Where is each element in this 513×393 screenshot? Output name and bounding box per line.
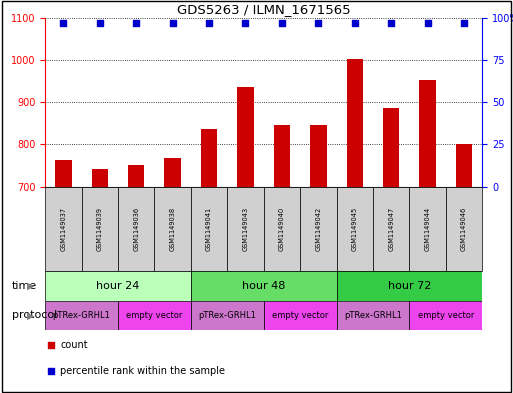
Point: [423, 20, 431, 26]
Point: [278, 20, 286, 26]
Text: empty vector: empty vector: [126, 311, 183, 320]
Bar: [128, 165, 144, 187]
Bar: [201, 129, 217, 187]
Text: ▶: ▶: [27, 310, 34, 320]
Text: GSM1149046: GSM1149046: [461, 207, 467, 251]
Bar: [310, 125, 326, 187]
Text: GSM1149041: GSM1149041: [206, 207, 212, 251]
Bar: [238, 87, 253, 187]
Bar: [45, 271, 191, 301]
Bar: [383, 108, 399, 187]
Point: [350, 20, 359, 26]
Text: GSM1149042: GSM1149042: [315, 207, 321, 251]
Bar: [92, 169, 108, 187]
Point: [241, 20, 249, 26]
Text: GSM1149045: GSM1149045: [352, 207, 358, 251]
Bar: [227, 187, 264, 271]
Bar: [45, 301, 118, 330]
Text: time: time: [12, 281, 37, 291]
Point: [460, 20, 468, 26]
Text: pTRex-GRHL1: pTRex-GRHL1: [53, 311, 110, 320]
Bar: [337, 187, 373, 271]
Bar: [409, 301, 482, 330]
Bar: [165, 158, 181, 187]
Text: GSM1149047: GSM1149047: [388, 207, 394, 251]
Point: [47, 368, 55, 375]
Bar: [347, 59, 363, 187]
Text: empty vector: empty vector: [272, 311, 328, 320]
Bar: [337, 271, 482, 301]
Text: pTRex-GRHL1: pTRex-GRHL1: [199, 311, 256, 320]
Title: GDS5263 / ILMN_1671565: GDS5263 / ILMN_1671565: [177, 4, 350, 17]
Point: [314, 20, 322, 26]
Text: GSM1149040: GSM1149040: [279, 207, 285, 251]
Text: hour 48: hour 48: [242, 281, 285, 291]
Text: GSM1149044: GSM1149044: [425, 207, 430, 251]
Bar: [45, 187, 82, 271]
Bar: [409, 187, 446, 271]
Text: GSM1149038: GSM1149038: [170, 207, 175, 251]
Text: count: count: [61, 340, 88, 350]
Bar: [55, 160, 71, 187]
Point: [59, 20, 67, 26]
Bar: [337, 301, 409, 330]
Bar: [264, 187, 300, 271]
Bar: [82, 187, 118, 271]
Point: [95, 20, 104, 26]
Text: percentile rank within the sample: percentile rank within the sample: [61, 366, 225, 376]
Text: protocol: protocol: [12, 310, 57, 320]
Bar: [456, 144, 472, 187]
Bar: [118, 301, 191, 330]
Bar: [300, 187, 337, 271]
Bar: [420, 80, 436, 187]
Text: pTRex-GRHL1: pTRex-GRHL1: [344, 311, 402, 320]
Point: [168, 20, 176, 26]
Text: hour 24: hour 24: [96, 281, 140, 291]
Point: [47, 342, 55, 348]
Bar: [264, 301, 337, 330]
Point: [387, 20, 395, 26]
Bar: [191, 301, 264, 330]
Bar: [191, 187, 227, 271]
Bar: [191, 271, 337, 301]
Text: GSM1149037: GSM1149037: [61, 207, 66, 251]
Text: GSM1149043: GSM1149043: [243, 207, 248, 251]
Text: hour 72: hour 72: [388, 281, 431, 291]
Bar: [274, 125, 290, 187]
Point: [205, 20, 213, 26]
Bar: [446, 187, 482, 271]
Bar: [118, 187, 154, 271]
Bar: [154, 187, 191, 271]
Text: ▶: ▶: [27, 281, 34, 291]
Text: empty vector: empty vector: [418, 311, 474, 320]
Point: [132, 20, 140, 26]
Bar: [373, 187, 409, 271]
Text: GSM1149039: GSM1149039: [97, 207, 103, 251]
Text: GSM1149036: GSM1149036: [133, 207, 139, 251]
